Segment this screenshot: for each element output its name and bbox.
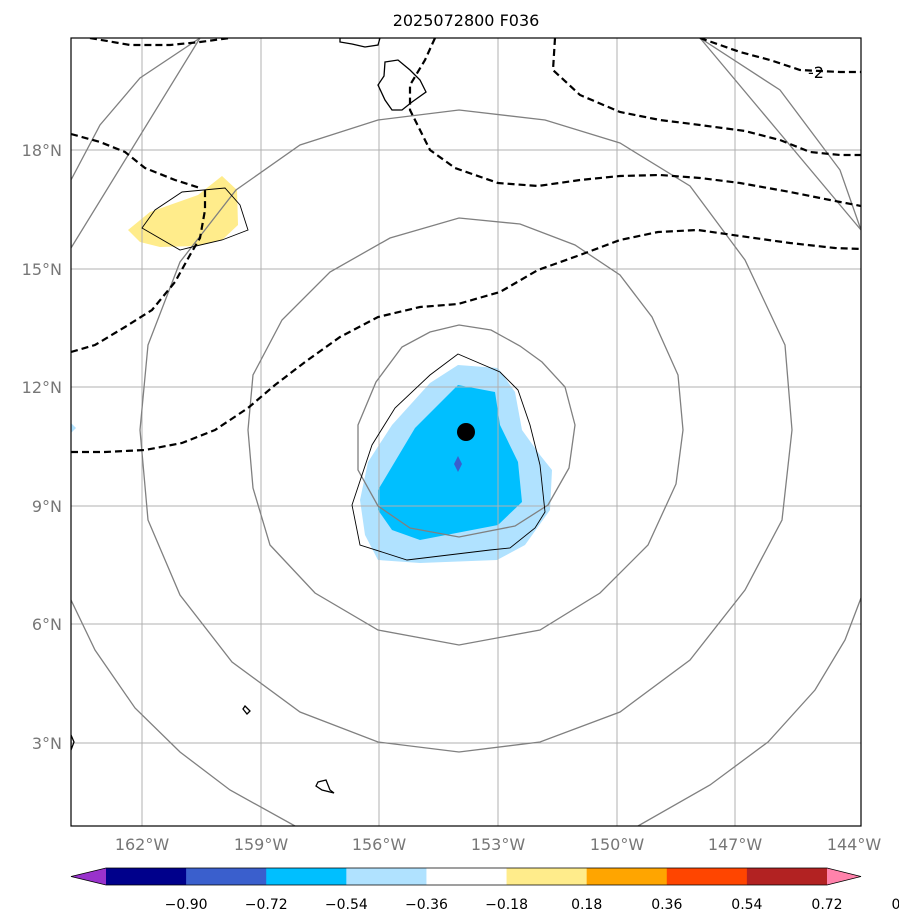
colorbar-tick-label: 0.54 bbox=[731, 897, 762, 913]
colorbar-segment bbox=[186, 868, 267, 885]
colorbar-tick-label: 0.36 bbox=[651, 897, 682, 913]
colorbar-extend-low bbox=[71, 868, 106, 885]
colorbar-extend-high bbox=[827, 868, 861, 885]
lat-tick-label: 6°N bbox=[32, 615, 62, 634]
lon-tick-label: 150°W bbox=[590, 835, 645, 854]
atoll-2 bbox=[315, 779, 335, 794]
negative-anomaly-dark bbox=[454, 456, 462, 472]
colorbar-tick-label: −0.18 bbox=[485, 897, 528, 913]
range-rings bbox=[71, 38, 861, 826]
range-ring-4c bbox=[71, 599, 296, 826]
dashed-contour-3 bbox=[71, 132, 201, 190]
range-ring-3 bbox=[139, 109, 793, 753]
colorbar-segment bbox=[746, 868, 828, 885]
colorbar-segment bbox=[426, 868, 508, 885]
atoll-1 bbox=[242, 704, 251, 715]
dashed-contour-1 bbox=[71, 228, 861, 454]
lon-tick-label: 144°W bbox=[827, 835, 882, 854]
lat-tick-label: 9°N bbox=[32, 497, 62, 516]
storm-center-dot bbox=[457, 423, 475, 441]
lon-tick-label: 156°W bbox=[352, 835, 407, 854]
dashed-contour-4 bbox=[408, 38, 861, 208]
colorbar-tick-label: −0.72 bbox=[245, 897, 288, 913]
island-north bbox=[339, 38, 381, 48]
coastlines bbox=[71, 38, 427, 794]
edge-anomaly bbox=[71, 423, 76, 433]
lon-tick-label: 147°W bbox=[708, 835, 763, 854]
plot-area: -2 bbox=[71, 38, 861, 826]
dashed-contour-5 bbox=[551, 38, 861, 157]
colorbar-tick-label: −0.54 bbox=[325, 897, 368, 913]
colorbar-tick-label: −0.36 bbox=[405, 897, 448, 913]
positive-anomaly bbox=[128, 176, 238, 247]
negative-anomaly-medium bbox=[378, 385, 522, 540]
shaded-field bbox=[71, 176, 552, 563]
lat-tick-label: 15°N bbox=[22, 260, 62, 279]
colorbar-segment bbox=[266, 868, 347, 885]
atoll-3 bbox=[71, 734, 75, 751]
colorbar-segment bbox=[666, 868, 748, 885]
lon-tick-label: 159°W bbox=[234, 835, 289, 854]
dashed-contour-6 bbox=[699, 38, 861, 74]
plot-frame bbox=[70, 37, 862, 827]
dashed-contours bbox=[71, 38, 861, 454]
colorbar-tick-label: 0.90 bbox=[892, 897, 899, 913]
lat-tick-label: 12°N bbox=[22, 378, 62, 397]
colorbar-segment bbox=[506, 868, 588, 885]
lat-tick-label: 3°N bbox=[32, 734, 62, 753]
colorbar-segment bbox=[586, 868, 668, 885]
colorbar-segment bbox=[106, 868, 187, 885]
map-title: 2025072800 F036 bbox=[393, 11, 540, 30]
colorbar-tick-label: 0.72 bbox=[811, 897, 842, 913]
colorbar-outline bbox=[70, 867, 862, 886]
range-ring-4 bbox=[71, 38, 201, 250]
colorbar-tick-label: −0.90 bbox=[165, 897, 208, 913]
contour-label: -2 bbox=[808, 63, 824, 82]
graticule bbox=[71, 38, 861, 826]
range-ring-4d bbox=[637, 597, 861, 826]
lon-tick-label: 153°W bbox=[471, 835, 526, 854]
island-big bbox=[377, 59, 427, 111]
lon-tick-label: 162°W bbox=[115, 835, 170, 854]
colorbar: −0.90 −0.72 −0.54 −0.36 −0.18 0.18 0.36 0.54 0.7… bbox=[70, 867, 899, 913]
lon-tick-labels: 162°W 159°W 156°W 153°W 150°W 147°W 144°… bbox=[115, 835, 882, 854]
island-outline-west bbox=[141, 187, 249, 251]
dashed-contour-2 bbox=[71, 188, 207, 354]
lat-tick-labels: 3°N 6°N 9°N 12°N 15°N 18°N bbox=[22, 141, 62, 753]
range-ring-1 bbox=[357, 324, 576, 538]
feature-outline bbox=[351, 353, 546, 561]
range-ring-4b bbox=[699, 38, 861, 231]
dashed-contour-7 bbox=[89, 38, 231, 47]
solid-contours bbox=[141, 187, 546, 561]
lat-tick-label: 18°N bbox=[22, 141, 62, 160]
range-ring-2 bbox=[247, 217, 684, 646]
colorbar-tick-label: 0.18 bbox=[571, 897, 602, 913]
colorbar-segment bbox=[346, 868, 427, 885]
